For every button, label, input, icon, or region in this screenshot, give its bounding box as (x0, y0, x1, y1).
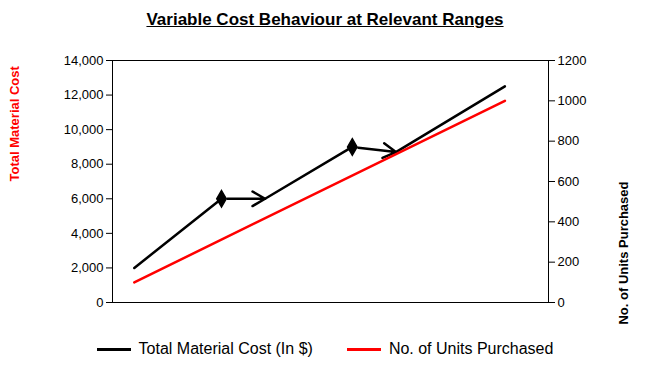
svg-text:10,000: 10,000 (64, 122, 104, 137)
html-text:Variable Cost Behaviour at Rel: Variable Cost Behaviour at Relevant Rang… (146, 10, 504, 29)
svg-text:No. of Units Purchased: No. of Units Purchased (616, 181, 631, 324)
html-text:No. of Units Purchased: No. of Units Purchased (388, 340, 554, 357)
svg-text:2,000: 2,000 (71, 260, 104, 275)
svg-text:8,000: 8,000 (71, 156, 104, 171)
svg-text:4,000: 4,000 (71, 226, 104, 241)
html-text:Total Material Cost (In $): Total Material Cost (In $) (138, 340, 313, 357)
svg-text:400: 400 (558, 214, 580, 229)
svg-text:0: 0 (558, 295, 565, 310)
svg-text:6,000: 6,000 (71, 191, 104, 206)
svg-text:0: 0 (96, 295, 103, 310)
svg-text:12,000: 12,000 (64, 87, 104, 102)
svg-text:Total Material Cost: Total Material Cost (7, 65, 22, 181)
svg-text:600: 600 (558, 174, 580, 189)
svg-text:1200: 1200 (558, 53, 587, 68)
svg-text:1000: 1000 (558, 93, 587, 108)
svg-text:800: 800 (558, 133, 580, 148)
svg-text:14,000: 14,000 (64, 53, 104, 68)
svg-text:200: 200 (558, 254, 580, 269)
